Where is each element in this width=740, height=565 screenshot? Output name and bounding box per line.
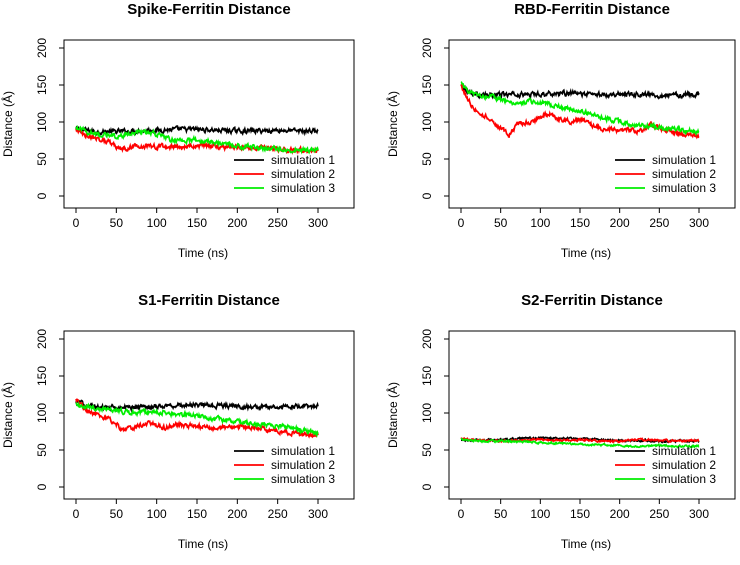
y-tick-label: 150 (35, 75, 49, 95)
chart-panel-s1-ferritin-distance: S1-Ferritin Distance 0 50 100 150 200 250 300 0 5… (0, 292, 355, 551)
series-line-simulation-3 (460, 81, 700, 137)
x-tick-label: 300 (689, 216, 709, 230)
x-tick-label: 100 (147, 507, 167, 521)
chart-title: RBD-Ferritin Distance (514, 1, 670, 18)
y-tick-label: 150 (420, 366, 434, 386)
series-line-simulation-3 (75, 124, 319, 155)
x-axis-label: Time (ns) (178, 246, 228, 260)
y-tick-label: 100 (35, 112, 49, 132)
y-axis-label: Distance (Å) (0, 91, 15, 157)
y-tick-label: 50 (35, 152, 49, 166)
legend-label-simulation-3: simulation 3 (652, 181, 716, 195)
x-tick-label: 300 (689, 507, 709, 521)
legend-label-simulation-2: simulation 2 (652, 167, 716, 181)
series-line-simulation-3 (460, 437, 700, 449)
y-tick-label: 0 (420, 483, 434, 490)
plot-frame (63, 330, 355, 500)
chart-panel-spike-ferritin-distance: Spike-Ferritin Distance 0 50 100 150 200 250 30… (0, 1, 355, 260)
y-tick-label: 50 (420, 152, 434, 166)
y-tick-label: 150 (420, 75, 434, 95)
y-tick-label: 100 (420, 112, 434, 132)
legend-label-simulation-1: simulation 1 (271, 153, 335, 167)
y-tick-label: 200 (420, 329, 434, 349)
x-axis-label: Time (ns) (178, 537, 228, 551)
x-tick-label: 150 (187, 507, 207, 521)
y-tick-label: 200 (420, 38, 434, 58)
x-tick-label: 50 (110, 507, 124, 521)
x-tick-label: 300 (308, 507, 328, 521)
x-tick-label: 200 (610, 507, 630, 521)
plot-frame (448, 330, 736, 500)
y-tick-label: 0 (420, 192, 434, 199)
x-tick-label: 100 (530, 216, 550, 230)
chart-panel-rbd-ferritin-distance: RBD-Ferritin Distance 0 50 100 150 200 250 300 0… (385, 1, 736, 260)
x-tick-label: 0 (73, 216, 80, 230)
x-tick-label: 0 (458, 507, 465, 521)
series-line-simulation-3 (75, 401, 319, 438)
legend-label-simulation-2: simulation 2 (271, 458, 335, 472)
y-tick-label: 50 (35, 443, 49, 457)
y-tick-label: 150 (35, 366, 49, 386)
x-tick-label: 300 (308, 216, 328, 230)
x-axis-label: Time (ns) (561, 537, 611, 551)
legend-label-simulation-2: simulation 2 (271, 167, 335, 181)
x-tick-label: 150 (570, 216, 590, 230)
series-line-simulation-2 (75, 398, 319, 439)
y-axis-label: Distance (Å) (385, 382, 400, 448)
plot-frame (448, 39, 736, 209)
x-tick-label: 150 (570, 507, 590, 521)
legend-label-simulation-1: simulation 1 (271, 444, 335, 458)
series-line-simulation-1 (460, 83, 700, 101)
series-line-simulation-1 (75, 398, 319, 413)
legend-label-simulation-3: simulation 3 (271, 181, 335, 195)
y-tick-label: 50 (420, 443, 434, 457)
y-tick-label: 200 (35, 38, 49, 58)
legend-label-simulation-1: simulation 1 (652, 153, 716, 167)
chart-panel-s2-ferritin-distance: S2-Ferritin Distance 0 50 100 150 200 250 300 0 5… (385, 292, 736, 551)
plot-frame (63, 39, 355, 209)
x-tick-label: 50 (494, 507, 508, 521)
x-tick-label: 250 (649, 216, 669, 230)
y-tick-label: 0 (35, 483, 49, 490)
y-tick-label: 0 (35, 192, 49, 199)
x-tick-label: 0 (73, 507, 80, 521)
x-tick-label: 200 (610, 216, 630, 230)
x-tick-label: 0 (458, 216, 465, 230)
x-tick-label: 100 (530, 507, 550, 521)
x-tick-label: 50 (110, 216, 124, 230)
legend-label-simulation-1: simulation 1 (652, 444, 716, 458)
legend-label-simulation-3: simulation 3 (271, 472, 335, 486)
y-axis-label: Distance (Å) (385, 91, 400, 157)
series-line-simulation-1 (75, 125, 319, 137)
x-tick-label: 50 (494, 216, 508, 230)
x-tick-label: 250 (268, 216, 288, 230)
x-tick-label: 250 (268, 507, 288, 521)
legend-label-simulation-2: simulation 2 (652, 458, 716, 472)
y-tick-label: 100 (35, 403, 49, 423)
x-tick-label: 200 (227, 507, 247, 521)
x-tick-label: 250 (649, 507, 669, 521)
y-tick-label: 200 (35, 329, 49, 349)
x-tick-label: 150 (187, 216, 207, 230)
chart-title: S2-Ferritin Distance (521, 292, 663, 309)
chart-title: Spike-Ferritin Distance (127, 1, 290, 18)
x-tick-label: 100 (147, 216, 167, 230)
chart-title: S1-Ferritin Distance (138, 292, 280, 309)
y-tick-label: 100 (420, 403, 434, 423)
legend-label-simulation-3: simulation 3 (652, 472, 716, 486)
y-axis-label: Distance (Å) (0, 382, 15, 448)
x-tick-label: 200 (227, 216, 247, 230)
x-axis-label: Time (ns) (561, 246, 611, 260)
